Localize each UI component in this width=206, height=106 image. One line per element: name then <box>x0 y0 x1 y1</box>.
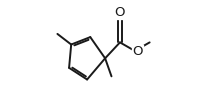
Text: O: O <box>133 45 143 58</box>
Text: O: O <box>115 6 125 19</box>
